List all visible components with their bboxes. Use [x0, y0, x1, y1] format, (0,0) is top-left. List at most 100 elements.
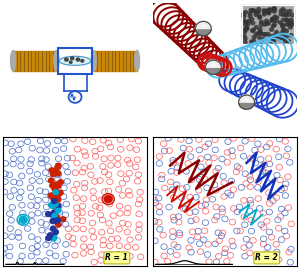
- Circle shape: [284, 39, 287, 43]
- Circle shape: [70, 57, 74, 60]
- Circle shape: [250, 17, 254, 21]
- Circle shape: [257, 31, 260, 35]
- Circle shape: [280, 33, 284, 37]
- Circle shape: [244, 23, 247, 26]
- Circle shape: [50, 195, 57, 201]
- Circle shape: [276, 34, 280, 37]
- Circle shape: [262, 13, 266, 16]
- Circle shape: [273, 35, 277, 38]
- Circle shape: [51, 210, 58, 216]
- Circle shape: [282, 28, 286, 31]
- Circle shape: [254, 32, 258, 36]
- Circle shape: [288, 22, 292, 26]
- Circle shape: [275, 16, 279, 19]
- Circle shape: [238, 95, 254, 109]
- Circle shape: [278, 37, 281, 40]
- Circle shape: [51, 198, 58, 204]
- Circle shape: [266, 22, 270, 25]
- Circle shape: [262, 38, 265, 41]
- Circle shape: [272, 34, 275, 38]
- Circle shape: [267, 10, 271, 13]
- Circle shape: [243, 40, 247, 44]
- Wedge shape: [206, 60, 221, 67]
- Bar: [58, 48, 92, 74]
- Ellipse shape: [244, 99, 248, 101]
- Circle shape: [263, 10, 266, 14]
- Circle shape: [242, 12, 246, 16]
- Circle shape: [50, 226, 57, 232]
- Circle shape: [251, 9, 255, 12]
- Circle shape: [274, 19, 278, 22]
- Circle shape: [288, 9, 292, 13]
- Circle shape: [47, 192, 54, 199]
- Circle shape: [263, 23, 266, 26]
- Circle shape: [53, 214, 60, 220]
- Circle shape: [281, 36, 285, 40]
- Circle shape: [254, 26, 258, 29]
- Circle shape: [265, 19, 268, 23]
- Text: R = 2: R = 2: [255, 253, 278, 263]
- Circle shape: [249, 9, 253, 12]
- Circle shape: [271, 17, 274, 20]
- Circle shape: [245, 26, 249, 29]
- Circle shape: [247, 19, 251, 23]
- Circle shape: [243, 30, 247, 34]
- Circle shape: [81, 59, 84, 62]
- Circle shape: [55, 203, 62, 209]
- Circle shape: [54, 192, 61, 199]
- Circle shape: [251, 21, 255, 25]
- Circle shape: [272, 10, 276, 13]
- Circle shape: [283, 36, 286, 39]
- Circle shape: [250, 40, 254, 44]
- Circle shape: [289, 26, 292, 29]
- Circle shape: [258, 15, 261, 18]
- Circle shape: [48, 202, 55, 208]
- Circle shape: [270, 19, 274, 22]
- Circle shape: [48, 192, 55, 199]
- Circle shape: [244, 10, 248, 14]
- Circle shape: [53, 181, 60, 188]
- Circle shape: [272, 40, 276, 43]
- Circle shape: [270, 28, 274, 31]
- Circle shape: [55, 222, 62, 228]
- Circle shape: [49, 194, 56, 200]
- Circle shape: [51, 217, 58, 224]
- Circle shape: [245, 27, 249, 30]
- Circle shape: [57, 190, 64, 196]
- Circle shape: [248, 14, 252, 18]
- Circle shape: [256, 10, 260, 14]
- Circle shape: [289, 18, 293, 22]
- Circle shape: [51, 186, 58, 192]
- Bar: [242, 5, 294, 44]
- Circle shape: [285, 29, 288, 33]
- Circle shape: [287, 40, 290, 43]
- Circle shape: [69, 61, 72, 63]
- Circle shape: [55, 208, 62, 214]
- Circle shape: [278, 33, 281, 37]
- Ellipse shape: [54, 51, 59, 71]
- Circle shape: [281, 30, 285, 33]
- Circle shape: [53, 169, 60, 176]
- Circle shape: [45, 235, 52, 241]
- Circle shape: [275, 31, 278, 34]
- Circle shape: [279, 9, 283, 13]
- Circle shape: [50, 234, 57, 240]
- Text: R = 1: R = 1: [106, 253, 128, 263]
- Circle shape: [244, 20, 248, 24]
- Circle shape: [258, 30, 262, 33]
- Circle shape: [260, 20, 263, 24]
- Circle shape: [272, 6, 276, 10]
- Circle shape: [243, 37, 247, 40]
- Circle shape: [281, 25, 285, 28]
- Circle shape: [206, 60, 221, 75]
- Circle shape: [50, 171, 57, 177]
- Circle shape: [76, 58, 80, 61]
- Circle shape: [273, 15, 277, 19]
- Circle shape: [55, 197, 62, 203]
- Circle shape: [266, 33, 270, 36]
- Circle shape: [50, 203, 56, 210]
- Circle shape: [195, 22, 211, 36]
- Circle shape: [285, 23, 289, 26]
- Circle shape: [291, 13, 294, 17]
- Ellipse shape: [11, 51, 16, 71]
